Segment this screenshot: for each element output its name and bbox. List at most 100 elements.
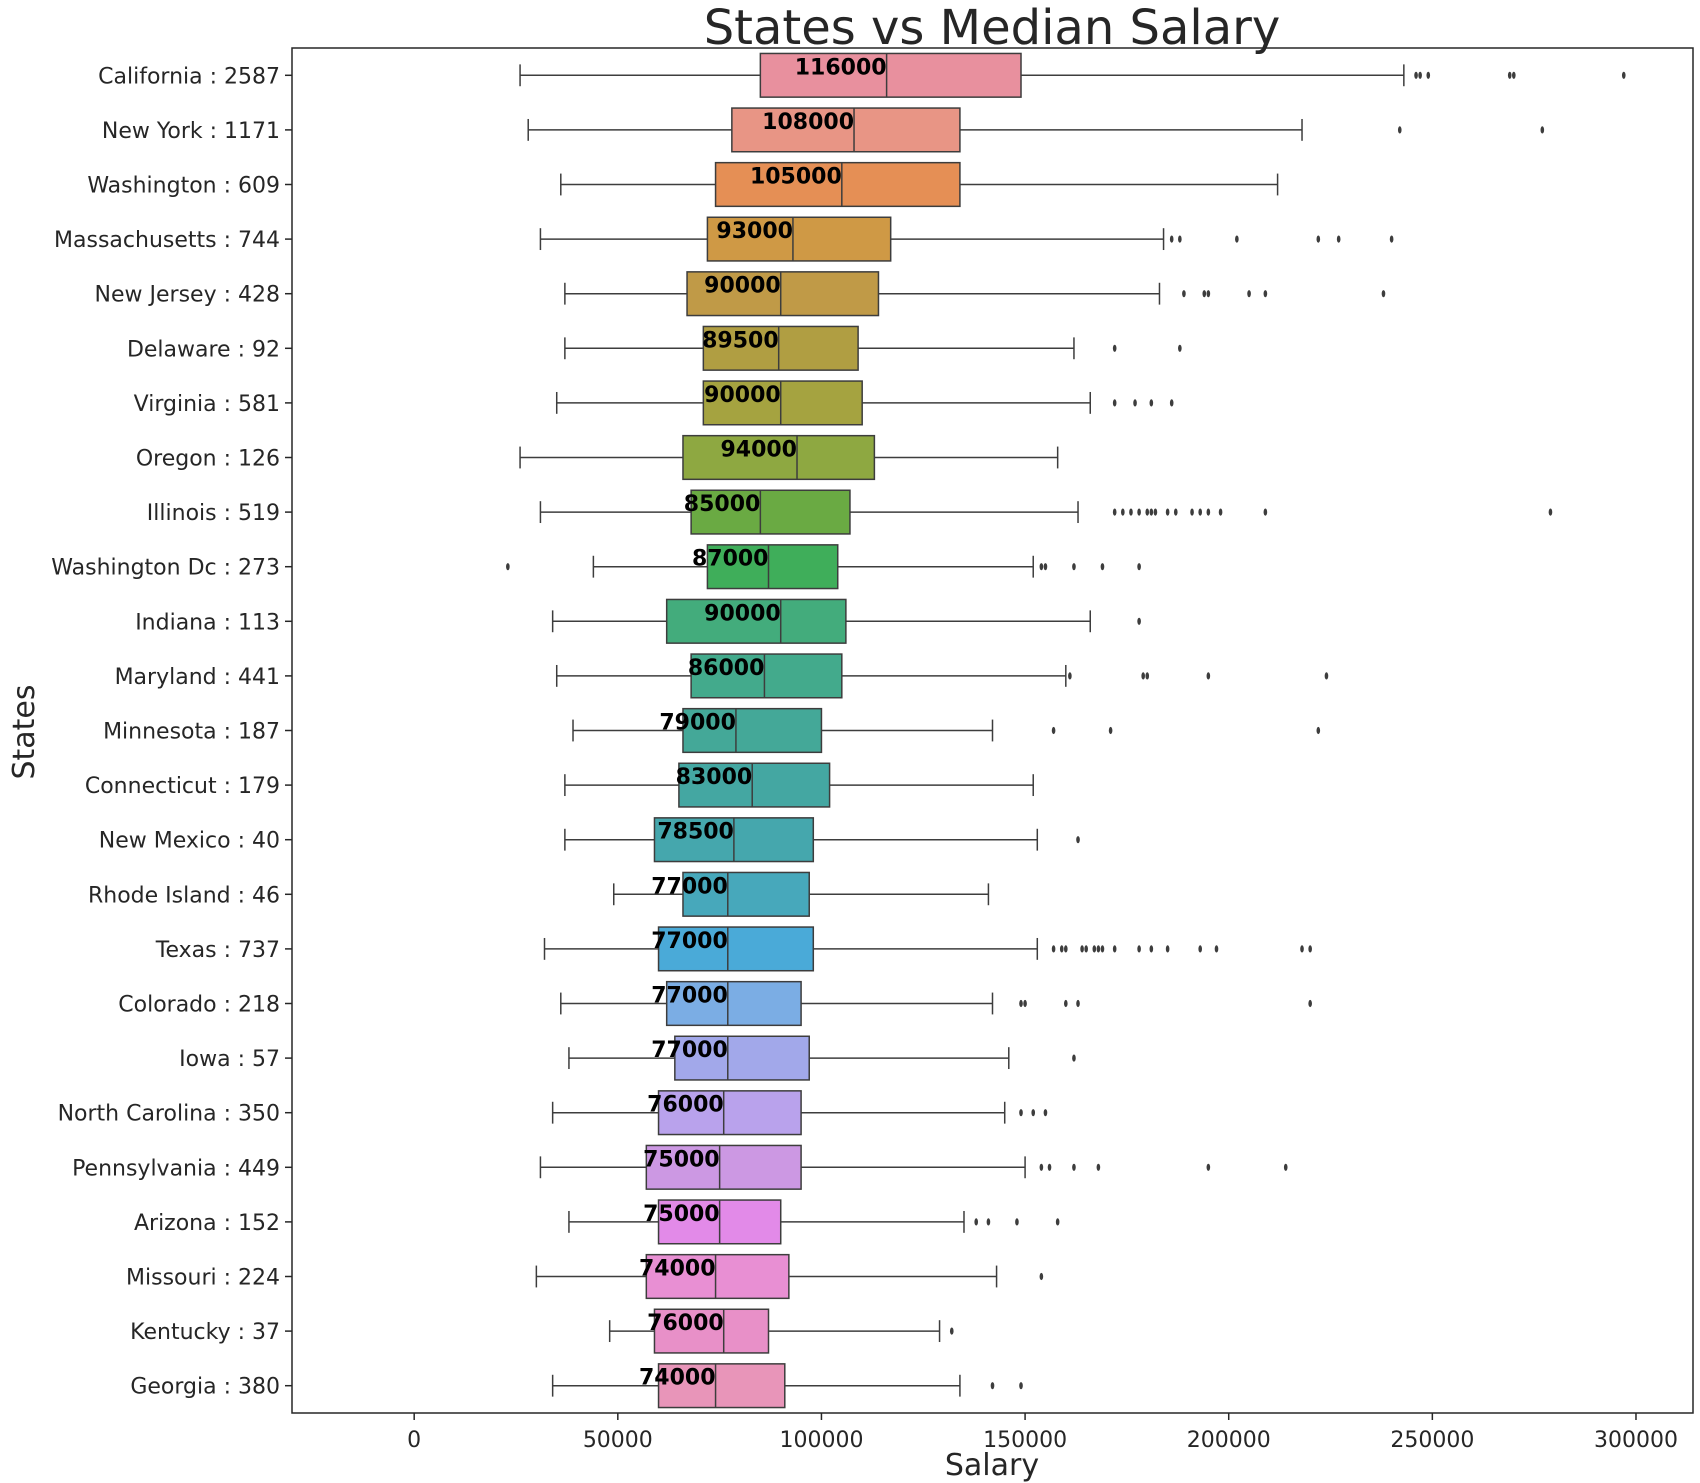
y-tick-label: Iowa : 57	[179, 1047, 280, 1072]
outlier-point	[1043, 563, 1048, 571]
box-group: 93000	[539, 216, 1394, 262]
outlier-point	[1059, 945, 1064, 953]
box-group: 76000	[608, 1308, 954, 1354]
outlier-point	[1019, 1109, 1023, 1117]
outlier-point	[1100, 945, 1105, 953]
iqr-box	[645, 1253, 790, 1300]
outlier-point	[949, 1327, 954, 1335]
box-group: 108000	[527, 107, 1545, 153]
outlier-point	[1051, 945, 1056, 953]
box-group: 77000	[560, 980, 1312, 1027]
outlier-point	[1112, 508, 1117, 516]
y-axis-ticks: California : 2587 New York : 1171 Washingt…	[51, 64, 292, 1400]
iqr-box	[702, 380, 863, 426]
box-group: 94000	[519, 434, 1059, 481]
box-group: 77000	[612, 871, 990, 917]
outlier-point	[1548, 508, 1553, 516]
outlier-point	[1206, 1163, 1211, 1171]
outlier-point	[1165, 508, 1170, 516]
outlier-point	[1397, 126, 1402, 134]
median-value-label: 90000	[704, 601, 781, 626]
outlier-point	[1084, 945, 1088, 953]
y-tick-label: Illinois : 519	[147, 501, 280, 526]
outlier-point	[1112, 399, 1117, 407]
outlier-point	[1043, 1109, 1048, 1117]
outlier-point	[1019, 999, 1023, 1008]
outlier-point	[506, 563, 510, 571]
outlier-point	[1218, 508, 1223, 516]
outlier-point	[1169, 399, 1174, 407]
outlier-point	[1068, 672, 1072, 680]
outlier-point	[1202, 290, 1207, 298]
iqr-box	[706, 216, 892, 262]
iqr-box	[657, 926, 815, 972]
y-tick-label: Texas : 737	[155, 938, 280, 963]
box-group: 87000	[506, 544, 1141, 590]
outlier-point	[1051, 726, 1056, 735]
outlier-point	[1283, 1163, 1288, 1171]
box-group: 75000	[568, 1199, 1060, 1245]
outlier-point	[1137, 563, 1141, 571]
outlier-point	[1031, 1109, 1036, 1117]
iqr-box	[674, 1035, 810, 1081]
y-tick-label: Rhode Island : 46	[88, 883, 280, 908]
outlier-point	[1072, 563, 1076, 571]
iqr-box	[682, 707, 823, 754]
y-tick-label: Georgia : 380	[130, 1375, 280, 1400]
median-value-label: 78500	[657, 820, 734, 845]
outlier-point	[1389, 235, 1394, 243]
outlier-point	[1214, 945, 1219, 953]
y-tick-label: Maryland : 441	[115, 665, 280, 690]
outlier-point	[1133, 399, 1137, 407]
outlier-point	[1149, 508, 1154, 516]
median-value-label: 77000	[651, 929, 728, 954]
x-axis-label: Salary	[945, 1448, 1039, 1483]
y-tick-label: Pennsylvania : 449	[72, 1156, 280, 1181]
outlier-point	[1100, 563, 1105, 571]
outlier-point	[1507, 71, 1512, 79]
y-axis-label: States	[7, 684, 42, 779]
iqr-box	[665, 598, 847, 644]
iqr-box	[731, 107, 961, 153]
median-value-label: 116000	[795, 55, 887, 80]
y-tick-label: Washington : 609	[87, 174, 280, 199]
outlier-point	[1621, 71, 1626, 79]
iqr-box	[645, 1144, 802, 1190]
chart-title: States vs Median Salary	[704, 0, 1281, 56]
outlier-point	[1173, 508, 1178, 516]
outlier-point	[1137, 617, 1141, 625]
y-tick-label: New York : 1171	[102, 119, 280, 144]
outlier-point	[1080, 945, 1084, 953]
iqr-box	[665, 980, 802, 1027]
plot-frame	[291, 47, 1694, 1414]
iqr-box	[678, 762, 831, 808]
outlier-point	[1112, 945, 1117, 953]
y-tick-label: North Carolina : 350	[58, 1102, 280, 1127]
box-group: 77000	[568, 1035, 1076, 1081]
iqr-box	[690, 489, 851, 535]
plot-area: 116000 108000 105000 93000 90000 89500 90000 94…	[506, 52, 1626, 1409]
outlier-point	[1015, 1218, 1019, 1226]
x-tick-label: 150000	[983, 1428, 1067, 1453]
median-value-label: 74000	[639, 1257, 716, 1282]
outlier-point	[1198, 945, 1203, 953]
box-group: 116000	[519, 52, 1626, 98]
median-value-label: 89500	[702, 328, 779, 353]
median-value-label: 85000	[684, 492, 761, 517]
outlier-point	[1178, 235, 1182, 243]
outlier-point	[1055, 1218, 1060, 1226]
outlier-point	[1112, 344, 1117, 352]
y-tick-label: New Mexico : 40	[99, 829, 280, 854]
box-group: 78500	[564, 817, 1080, 863]
outlier-point	[1169, 235, 1174, 243]
iqr-box	[702, 325, 859, 371]
outlier-point	[990, 1382, 995, 1390]
outlier-point	[1019, 1382, 1023, 1390]
median-value-label: 77000	[651, 1038, 728, 1063]
median-value-label: 105000	[750, 165, 842, 190]
median-value-label: 90000	[704, 383, 781, 408]
iqr-box	[682, 434, 876, 481]
outlier-point	[1023, 999, 1027, 1008]
box-group: 89500	[564, 325, 1182, 371]
outlier-point	[1149, 945, 1154, 953]
